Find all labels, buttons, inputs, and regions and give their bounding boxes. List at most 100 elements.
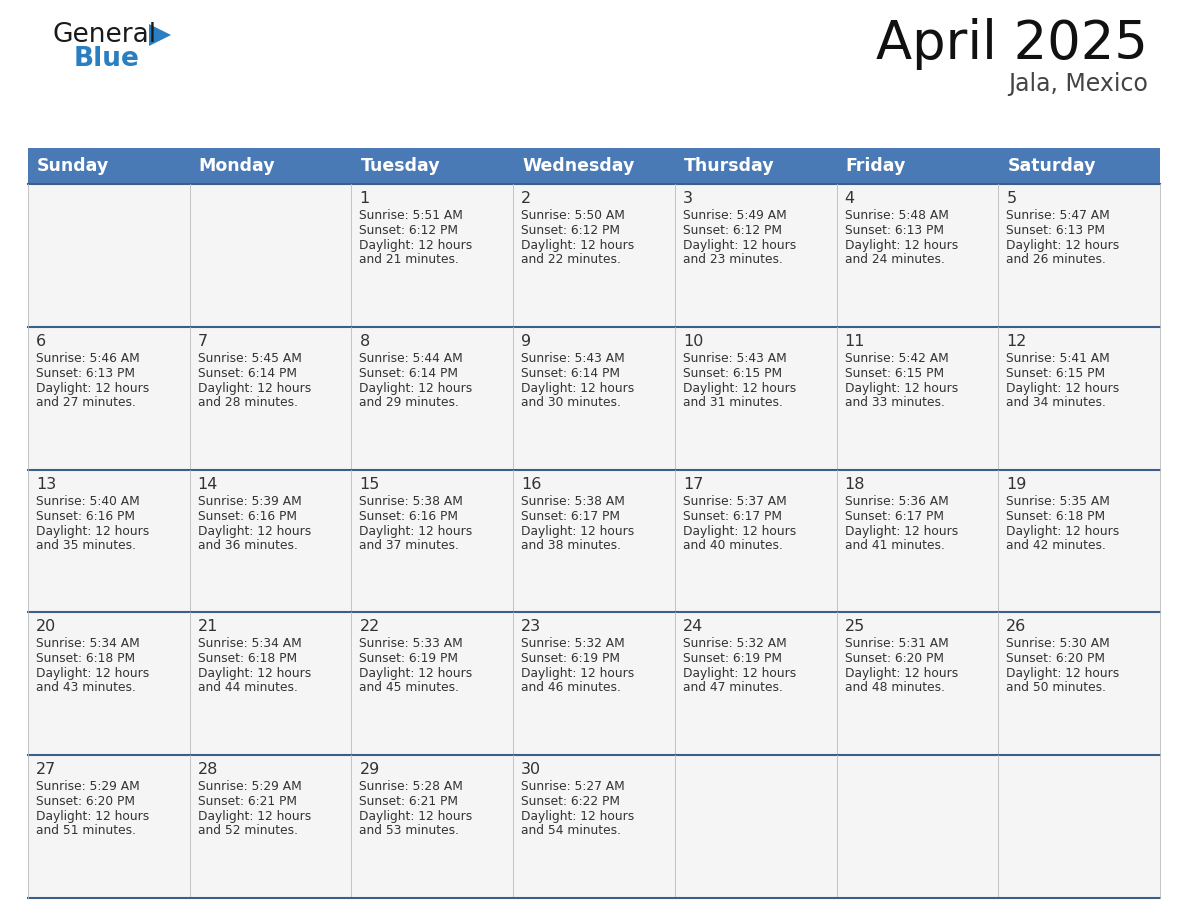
Text: 26: 26 [1006, 620, 1026, 634]
Text: Daylight: 12 hours: Daylight: 12 hours [522, 382, 634, 395]
Text: Sunrise: 5:30 AM: Sunrise: 5:30 AM [1006, 637, 1110, 650]
Text: Sunset: 6:13 PM: Sunset: 6:13 PM [36, 367, 135, 380]
Text: Sunset: 6:12 PM: Sunset: 6:12 PM [522, 224, 620, 237]
Text: 30: 30 [522, 762, 542, 778]
Text: Daylight: 12 hours: Daylight: 12 hours [360, 811, 473, 823]
Text: Sunset: 6:21 PM: Sunset: 6:21 PM [197, 795, 297, 808]
Text: and 54 minutes.: and 54 minutes. [522, 824, 621, 837]
Text: 29: 29 [360, 762, 380, 778]
Text: Friday: Friday [846, 157, 906, 175]
Text: Daylight: 12 hours: Daylight: 12 hours [522, 811, 634, 823]
Text: Daylight: 12 hours: Daylight: 12 hours [522, 524, 634, 538]
Text: Sunset: 6:18 PM: Sunset: 6:18 PM [197, 653, 297, 666]
Text: and 47 minutes.: and 47 minutes. [683, 681, 783, 694]
Text: Sunset: 6:19 PM: Sunset: 6:19 PM [360, 653, 459, 666]
Text: 15: 15 [360, 476, 380, 492]
Text: Daylight: 12 hours: Daylight: 12 hours [36, 667, 150, 680]
Bar [29, 470, 1159, 612]
Text: and 44 minutes.: and 44 minutes. [197, 681, 297, 694]
Text: 5: 5 [1006, 191, 1017, 206]
Text: Sunset: 6:19 PM: Sunset: 6:19 PM [522, 653, 620, 666]
Text: and 34 minutes.: and 34 minutes. [1006, 396, 1106, 409]
Text: and 41 minutes.: and 41 minutes. [845, 539, 944, 552]
Text: Daylight: 12 hours: Daylight: 12 hours [360, 667, 473, 680]
Text: Daylight: 12 hours: Daylight: 12 hours [360, 239, 473, 252]
Text: Sunrise: 5:42 AM: Sunrise: 5:42 AM [845, 352, 948, 364]
Text: Sunset: 6:18 PM: Sunset: 6:18 PM [1006, 509, 1105, 522]
Text: April 2025: April 2025 [876, 18, 1148, 70]
Text: Sunrise: 5:28 AM: Sunrise: 5:28 AM [360, 780, 463, 793]
Text: and 38 minutes.: and 38 minutes. [522, 539, 621, 552]
Text: Daylight: 12 hours: Daylight: 12 hours [845, 382, 958, 395]
Text: 22: 22 [360, 620, 380, 634]
Text: Daylight: 12 hours: Daylight: 12 hours [522, 667, 634, 680]
Bar [29, 148, 1159, 184]
Text: Sunrise: 5:45 AM: Sunrise: 5:45 AM [197, 352, 302, 364]
Text: and 31 minutes.: and 31 minutes. [683, 396, 783, 409]
Text: and 40 minutes.: and 40 minutes. [683, 539, 783, 552]
Text: Daylight: 12 hours: Daylight: 12 hours [845, 524, 958, 538]
Text: Daylight: 12 hours: Daylight: 12 hours [683, 667, 796, 680]
Text: and 43 minutes.: and 43 minutes. [36, 681, 135, 694]
Text: Sunrise: 5:35 AM: Sunrise: 5:35 AM [1006, 495, 1110, 508]
Text: Daylight: 12 hours: Daylight: 12 hours [683, 239, 796, 252]
Text: 20: 20 [36, 620, 56, 634]
Text: 3: 3 [683, 191, 693, 206]
Text: and 30 minutes.: and 30 minutes. [522, 396, 621, 409]
Text: 27: 27 [36, 762, 56, 778]
Text: Sunrise: 5:27 AM: Sunrise: 5:27 AM [522, 780, 625, 793]
Text: and 37 minutes.: and 37 minutes. [360, 539, 460, 552]
Text: Sunset: 6:16 PM: Sunset: 6:16 PM [36, 509, 135, 522]
Text: Sunset: 6:21 PM: Sunset: 6:21 PM [360, 795, 459, 808]
Text: Sunset: 6:14 PM: Sunset: 6:14 PM [197, 367, 297, 380]
Bar [29, 184, 1159, 327]
Text: Sunset: 6:13 PM: Sunset: 6:13 PM [1006, 224, 1105, 237]
Text: Sunday: Sunday [37, 157, 109, 175]
Text: and 48 minutes.: and 48 minutes. [845, 681, 944, 694]
Text: Saturday: Saturday [1007, 157, 1095, 175]
Text: Sunrise: 5:34 AM: Sunrise: 5:34 AM [36, 637, 140, 650]
Text: and 29 minutes.: and 29 minutes. [360, 396, 460, 409]
Text: Sunset: 6:12 PM: Sunset: 6:12 PM [360, 224, 459, 237]
Text: Sunset: 6:16 PM: Sunset: 6:16 PM [360, 509, 459, 522]
Text: Sunset: 6:13 PM: Sunset: 6:13 PM [845, 224, 943, 237]
Text: Sunrise: 5:38 AM: Sunrise: 5:38 AM [522, 495, 625, 508]
Text: 16: 16 [522, 476, 542, 492]
Text: Sunset: 6:15 PM: Sunset: 6:15 PM [845, 367, 943, 380]
Text: Monday: Monday [198, 157, 276, 175]
Text: Sunrise: 5:31 AM: Sunrise: 5:31 AM [845, 637, 948, 650]
Text: 7: 7 [197, 334, 208, 349]
Text: Sunrise: 5:29 AM: Sunrise: 5:29 AM [36, 780, 140, 793]
Text: and 42 minutes.: and 42 minutes. [1006, 539, 1106, 552]
Text: 21: 21 [197, 620, 219, 634]
Text: Sunrise: 5:36 AM: Sunrise: 5:36 AM [845, 495, 948, 508]
Text: Daylight: 12 hours: Daylight: 12 hours [197, 811, 311, 823]
Text: 9: 9 [522, 334, 531, 349]
Text: Sunrise: 5:48 AM: Sunrise: 5:48 AM [845, 209, 948, 222]
Text: 23: 23 [522, 620, 542, 634]
Text: Sunset: 6:12 PM: Sunset: 6:12 PM [683, 224, 782, 237]
Text: Sunrise: 5:51 AM: Sunrise: 5:51 AM [360, 209, 463, 222]
Text: and 27 minutes.: and 27 minutes. [36, 396, 135, 409]
Text: Sunrise: 5:49 AM: Sunrise: 5:49 AM [683, 209, 786, 222]
Text: Sunrise: 5:41 AM: Sunrise: 5:41 AM [1006, 352, 1110, 364]
Text: Sunset: 6:20 PM: Sunset: 6:20 PM [1006, 653, 1105, 666]
Text: Daylight: 12 hours: Daylight: 12 hours [1006, 382, 1119, 395]
Text: and 50 minutes.: and 50 minutes. [1006, 681, 1106, 694]
Text: and 35 minutes.: and 35 minutes. [36, 539, 135, 552]
Text: Sunrise: 5:47 AM: Sunrise: 5:47 AM [1006, 209, 1110, 222]
Text: 24: 24 [683, 620, 703, 634]
Text: 19: 19 [1006, 476, 1026, 492]
Text: 13: 13 [36, 476, 56, 492]
Text: Jala, Mexico: Jala, Mexico [1009, 72, 1148, 96]
Text: Daylight: 12 hours: Daylight: 12 hours [522, 239, 634, 252]
Text: and 21 minutes.: and 21 minutes. [360, 253, 460, 266]
Text: Sunrise: 5:38 AM: Sunrise: 5:38 AM [360, 495, 463, 508]
Text: Sunset: 6:18 PM: Sunset: 6:18 PM [36, 653, 135, 666]
Text: 1: 1 [360, 191, 369, 206]
Text: Daylight: 12 hours: Daylight: 12 hours [845, 667, 958, 680]
Text: Daylight: 12 hours: Daylight: 12 hours [683, 382, 796, 395]
Text: and 28 minutes.: and 28 minutes. [197, 396, 298, 409]
Text: 8: 8 [360, 334, 369, 349]
Text: and 22 minutes.: and 22 minutes. [522, 253, 621, 266]
